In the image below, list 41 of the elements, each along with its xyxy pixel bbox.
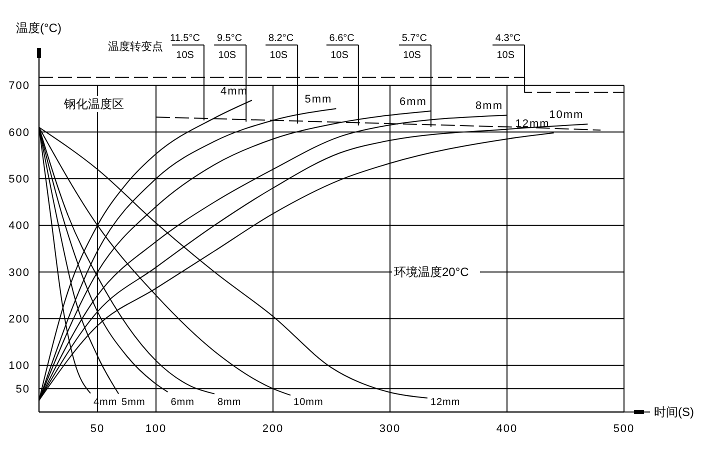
annotation: 6.6°C: [329, 33, 354, 44]
annotation: 10S: [176, 50, 194, 61]
x-tick-label: 300: [379, 422, 401, 435]
x-tick-label: 50: [90, 422, 105, 435]
annotation: 8.2°C: [268, 33, 294, 44]
y-tick-label: 400: [8, 220, 30, 232]
series-label: 10mm: [549, 109, 584, 122]
series-label: 6mm: [399, 96, 427, 108]
series-label: 5mm: [122, 397, 146, 408]
x-tick-label: 200: [262, 422, 284, 435]
annotation: 钢化温度区: [63, 97, 124, 112]
annotation: 4.3°C: [495, 33, 521, 44]
y-tick-label: 700: [8, 80, 30, 92]
annotation: 10S: [218, 50, 236, 61]
series-label: 12mm: [430, 397, 460, 408]
annotation: 10S: [403, 50, 422, 61]
annotation: 9.5°C: [216, 33, 242, 44]
series-label: 10mm: [294, 397, 324, 408]
y-tick-label: 200: [8, 314, 30, 326]
x-tick-label: 500: [613, 422, 635, 435]
series-label: 8mm: [476, 100, 503, 112]
series-label: 5mm: [304, 94, 332, 106]
y-axis-title: 温度(°C): [16, 21, 62, 35]
annotation: 10S: [496, 50, 515, 61]
x-tick-label: 400: [496, 422, 518, 435]
annotation: 温度转变点: [108, 40, 163, 53]
y-tick-label: 600: [8, 126, 30, 139]
y-tick-label: 300: [8, 266, 30, 279]
annotation: 10S: [270, 50, 288, 61]
x-axis-title: 时间(S): [654, 405, 694, 420]
series-label: 12mm: [515, 118, 550, 130]
x-tick-label: 100: [145, 422, 167, 435]
y-tick-label: 50: [16, 384, 30, 396]
series-label: 6mm: [170, 397, 194, 408]
annotation: 10S: [330, 50, 349, 61]
y-tick-label: 100: [8, 360, 30, 372]
annotation: 环境温度20°C: [394, 265, 470, 280]
series-label: 8mm: [218, 397, 242, 408]
annotation: 5.7°C: [402, 33, 427, 44]
y-tick-label: 500: [8, 174, 30, 186]
annotation: 11.5°C: [170, 33, 200, 44]
